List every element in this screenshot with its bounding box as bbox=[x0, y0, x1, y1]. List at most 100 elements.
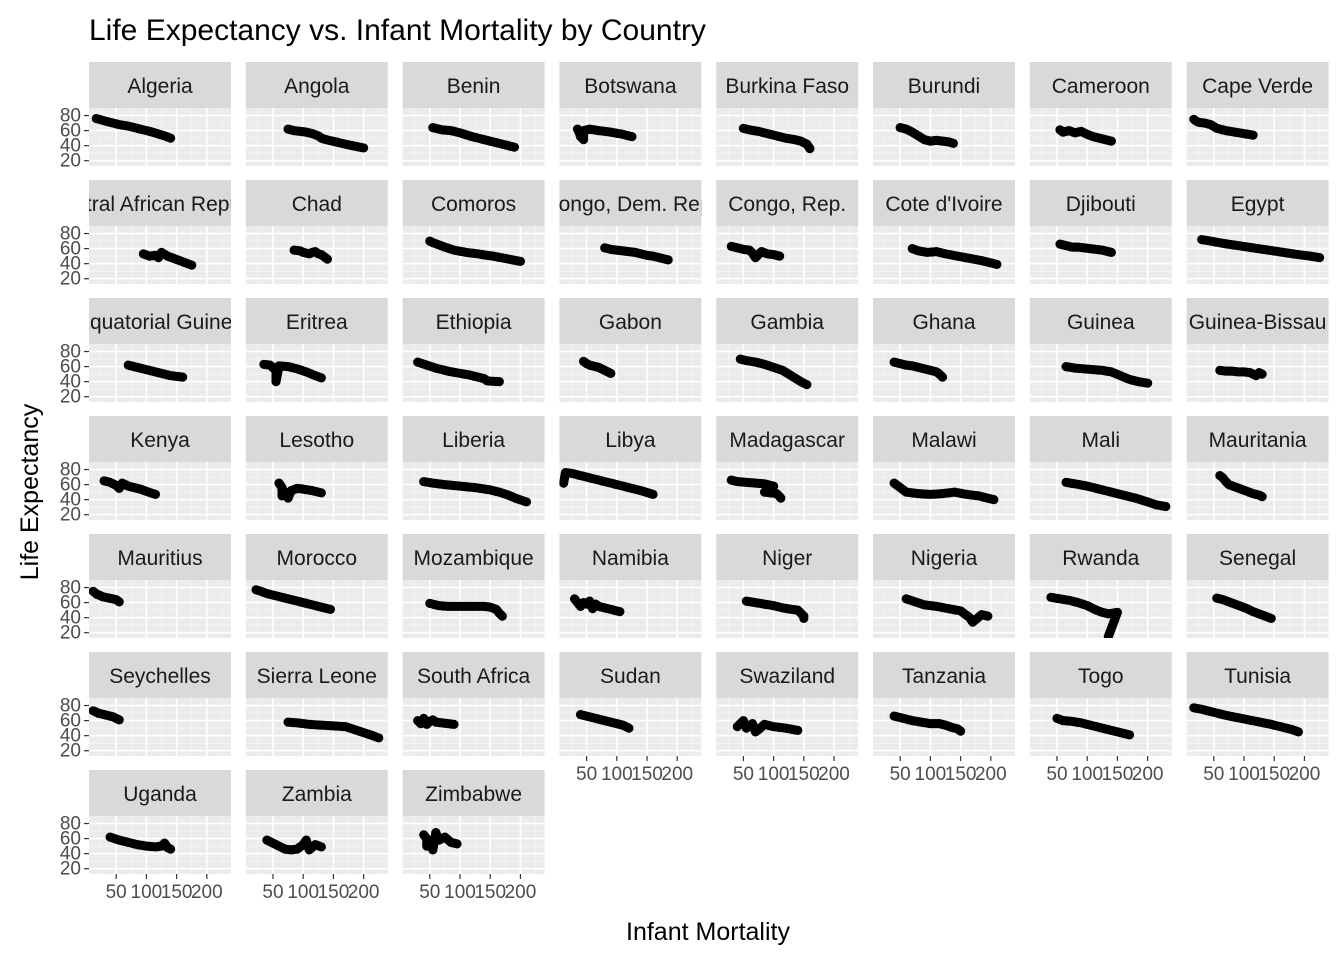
facet-strip bbox=[89, 298, 231, 344]
panel-background bbox=[1029, 226, 1172, 284]
facet-panel-congo-rep: Congo, Rep. bbox=[716, 180, 859, 284]
data-points bbox=[600, 243, 673, 265]
facet-strip-label: Zimbabwe bbox=[425, 783, 522, 806]
data-point bbox=[521, 497, 532, 507]
facet-strip bbox=[402, 62, 545, 108]
data-points bbox=[559, 467, 658, 499]
data-points bbox=[569, 594, 625, 617]
x-tick-label: 50 bbox=[733, 764, 754, 785]
facet-strip-label: Gabon bbox=[599, 311, 662, 334]
data-points bbox=[138, 247, 197, 270]
data-point bbox=[325, 604, 335, 614]
y-tick-label: 20 bbox=[60, 623, 81, 644]
x-tick-label: 150 bbox=[161, 882, 193, 903]
y-tick-label: 80 bbox=[60, 578, 81, 599]
data-point bbox=[1293, 727, 1303, 737]
x-tick-label: 50 bbox=[576, 764, 597, 785]
facet-strip bbox=[1186, 298, 1329, 344]
x-tick-label: 150 bbox=[1258, 764, 1290, 785]
facet-panel-guinea: Guinea bbox=[1029, 298, 1172, 402]
data-points bbox=[578, 356, 616, 378]
data-point bbox=[322, 254, 332, 264]
data-point bbox=[114, 715, 124, 725]
x-tick-label: 150 bbox=[474, 882, 506, 903]
data-point bbox=[615, 607, 625, 617]
facet-strip bbox=[873, 180, 1015, 226]
data-points bbox=[428, 122, 519, 152]
x-tick-label: 100 bbox=[444, 882, 476, 903]
facet-strip bbox=[245, 62, 388, 108]
x-tick-label: 200 bbox=[348, 882, 380, 903]
facet-strip bbox=[1186, 416, 1329, 462]
facet-strip bbox=[716, 180, 859, 226]
data-points bbox=[738, 123, 815, 154]
facet-strip-label: Namibia bbox=[592, 547, 669, 570]
facet-strip bbox=[1186, 534, 1329, 580]
data-points bbox=[99, 476, 161, 499]
data-point bbox=[775, 251, 785, 261]
x-tick-label: 50 bbox=[1046, 764, 1067, 785]
facet-panel-angola: Angola bbox=[245, 62, 388, 166]
x-tick-label: 150 bbox=[631, 764, 663, 785]
facet-strip-label: Central African Republic bbox=[47, 193, 272, 216]
facet-panel-libya: Libya bbox=[559, 416, 702, 520]
facet-strip-label: Egypt bbox=[1231, 193, 1285, 216]
x-tick-label: 100 bbox=[131, 882, 163, 903]
facet-strip bbox=[89, 652, 231, 698]
data-points bbox=[575, 709, 634, 733]
data-point bbox=[494, 377, 504, 387]
data-points bbox=[283, 717, 384, 743]
facet-strip-label: Morocco bbox=[277, 547, 358, 570]
facet-strip-label: Guinea bbox=[1067, 311, 1135, 334]
facet-strip-label: Kenya bbox=[130, 429, 190, 452]
facet-strip-label: Comoros bbox=[431, 193, 516, 216]
facet-strip bbox=[89, 534, 231, 580]
facet-strip-label: Togo bbox=[1078, 665, 1124, 688]
facet-panel-malawi: Malawi bbox=[873, 416, 1015, 520]
data-points bbox=[735, 354, 812, 390]
facet-strip bbox=[873, 652, 1015, 698]
data-point bbox=[497, 611, 507, 621]
data-points bbox=[89, 706, 124, 725]
data-point bbox=[983, 611, 993, 621]
facet-strip bbox=[559, 298, 702, 344]
data-point bbox=[187, 260, 197, 270]
data-point bbox=[452, 839, 462, 849]
data-point bbox=[1143, 378, 1153, 388]
y-tick-label: 60 bbox=[60, 239, 81, 260]
y-tick-label: 60 bbox=[60, 475, 81, 496]
data-points bbox=[1046, 592, 1123, 638]
facet-panel-south-africa: South Africa bbox=[402, 652, 545, 756]
y-tick-label: 40 bbox=[60, 490, 81, 511]
x-tick-label: 50 bbox=[262, 882, 283, 903]
data-points bbox=[289, 245, 332, 264]
facet-strip-label: Senegal bbox=[1219, 547, 1296, 570]
facet-strip bbox=[402, 652, 545, 698]
data-points bbox=[1189, 703, 1303, 737]
y-tick-label: 40 bbox=[60, 726, 81, 747]
facet-strip bbox=[1029, 416, 1172, 462]
data-points bbox=[1061, 361, 1153, 388]
facet-strip-label: Cote d'Ivoire bbox=[885, 193, 1002, 216]
facet-panel-djibouti: Djibouti bbox=[1029, 180, 1172, 284]
data-point bbox=[799, 613, 809, 624]
panel-background bbox=[1186, 108, 1329, 166]
data-points bbox=[413, 357, 504, 387]
panel-background bbox=[89, 462, 231, 520]
facet-strip-label: Equatorial Guinea bbox=[76, 311, 244, 334]
y-tick-label: 20 bbox=[60, 505, 81, 526]
panel-background bbox=[716, 462, 859, 520]
facet-strip-label: Congo, Rep. bbox=[728, 193, 846, 216]
data-points bbox=[251, 585, 335, 614]
x-tick-label: 200 bbox=[505, 882, 537, 903]
y-tick-label: 80 bbox=[60, 460, 81, 481]
data-points bbox=[1215, 365, 1267, 381]
facet-strip bbox=[402, 770, 545, 816]
data-points bbox=[889, 711, 966, 736]
data-points bbox=[425, 598, 507, 621]
data-points bbox=[262, 835, 326, 855]
facet-panel-mali: Mali bbox=[1029, 416, 1172, 520]
data-point bbox=[793, 725, 803, 735]
